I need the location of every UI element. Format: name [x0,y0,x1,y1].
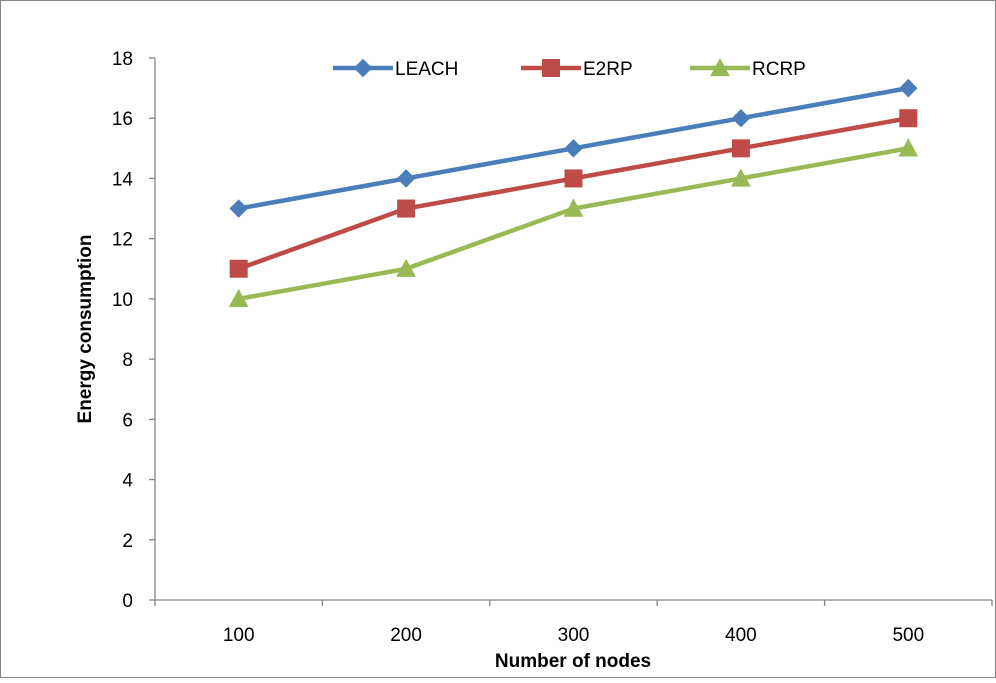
data-point-e2rp [398,200,415,217]
legend-label-rcrp: RCRP [752,59,806,80]
legend-label-leach: LEACH [395,59,458,80]
x-tick-label: 400 [725,625,757,646]
x-tick-label: 200 [390,625,422,646]
data-point-e2rp [230,260,247,277]
y-tick-label: 4 [122,471,133,492]
legend-label-e2rp: E2RP [583,59,633,80]
x-tick-label: 500 [892,625,924,646]
data-point-e2rp [900,110,917,127]
data-point-e2rp [565,170,582,187]
y-axis-title: Energy consumption [75,235,96,424]
x-tick-label: 100 [223,625,255,646]
y-tick-label: 12 [112,230,133,251]
y-tick-label: 10 [112,290,133,311]
y-tick-label: 6 [122,410,133,431]
y-tick-label: 14 [112,169,134,190]
data-point-e2rp [732,140,749,157]
x-tick-label: 300 [558,625,590,646]
legend-marker-e2rp [543,60,560,77]
y-tick-label: 18 [112,49,133,70]
y-tick-label: 16 [112,109,133,130]
y-tick-label: 2 [122,531,133,552]
y-tick-label: 0 [122,591,133,612]
y-tick-label: 8 [122,350,133,371]
x-axis-title: Number of nodes [495,651,651,672]
